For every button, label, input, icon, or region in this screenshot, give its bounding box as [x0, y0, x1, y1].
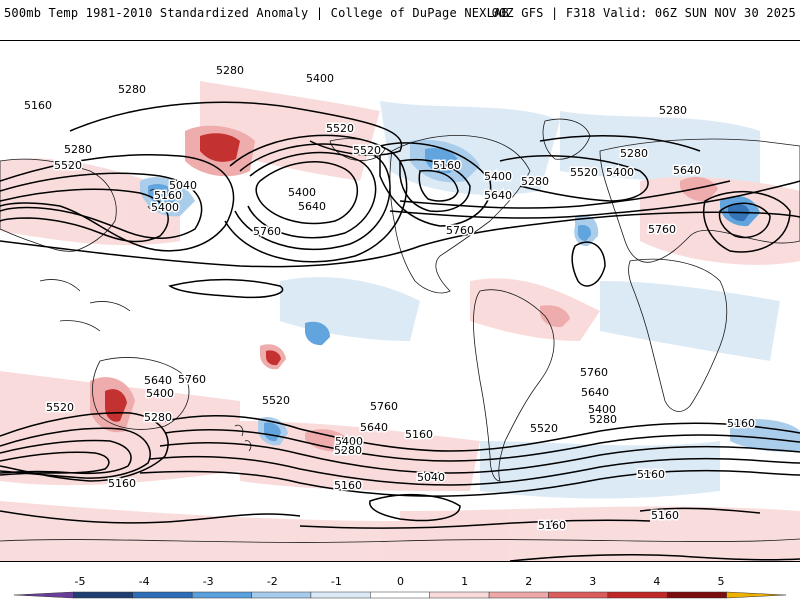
contour-label: 5160 [108, 477, 136, 490]
contour-label: 5760 [446, 224, 474, 237]
colorbar-legend: -5 -4 -3 -2 -1 0 1 2 3 4 5 [13, 575, 787, 599]
colorbar-tick-label: 5 [718, 575, 725, 588]
colorbar-segment [13, 591, 74, 599]
contour-label: 5160 [637, 468, 665, 481]
colorbar-tick-label: -3 [203, 575, 214, 588]
contour-label: 5760 [178, 373, 206, 386]
contour-label: 5160 [651, 509, 679, 522]
contour-label: 5760 [446, 224, 474, 237]
contour-label: 5640 [360, 421, 388, 434]
contour-label: 5520 [353, 144, 381, 157]
colorbar-segment [488, 591, 549, 599]
contour-label: 5280 [521, 175, 549, 188]
colorbar-segment [251, 591, 312, 599]
map-title: 500mb Temp 1981-2010 Standardized Anomal… [4, 6, 509, 20]
contour-label: 5280 [118, 83, 146, 96]
contour-label: 5400 [306, 72, 334, 85]
colorbar-segment [370, 591, 430, 599]
contour-label: 5160 [154, 189, 182, 202]
contour-label: 5760 [580, 366, 608, 379]
colorbar-tick-label: -2 [267, 575, 278, 588]
contour-label: 5640 [673, 164, 701, 177]
contour-labels: 5280540052805160552052805520504051605400… [23, 63, 757, 534]
contour-label: 5760 [648, 223, 676, 236]
colorbar-tick-label: 4 [653, 575, 660, 588]
colorbar-tick-label: 3 [589, 575, 596, 588]
contour-label: 5640 [581, 386, 609, 399]
contour-label: 5640 [484, 189, 512, 202]
contour-label: 5400 [335, 435, 363, 448]
colorbar-segment [726, 591, 787, 599]
contour-label: 5040 [417, 471, 445, 484]
colorbar-tick-label: 0 [397, 575, 404, 588]
contour-label: 5280 [589, 413, 617, 426]
colorbar-segment [666, 591, 727, 599]
contour-label: 5520 [54, 159, 82, 172]
contour-label: 5280 [620, 147, 648, 160]
contour-label: 5280 [659, 104, 687, 117]
colorbar-tick-label: 1 [461, 575, 468, 588]
contour-label: 5400 [288, 186, 316, 199]
contour-label: 5400 [484, 170, 512, 183]
colorbar-segment [429, 591, 490, 599]
contour-label: 5520 [326, 122, 354, 135]
coastlines [0, 118, 800, 543]
contour-label: 5640 [298, 200, 326, 213]
contour-label: 5520 [530, 422, 558, 435]
contour-label: 5160 [538, 519, 566, 532]
contour-label: 5760 [370, 400, 398, 413]
colorbar-tick-label: -4 [139, 575, 150, 588]
colorbar-segment [73, 591, 134, 599]
colorbar-segment [548, 591, 609, 599]
model-run-info: 00Z GFS | F318 Valid: 06Z SUN NOV 30 202… [491, 6, 796, 20]
contour-label: 5520 [262, 394, 290, 407]
colorbar-tick-label: 2 [525, 575, 532, 588]
contour-label: 5400 [151, 201, 179, 214]
colorbar-segment [310, 591, 371, 599]
colorbar-segment [132, 591, 193, 599]
contour-label: 5280 [144, 411, 172, 424]
contour-label: 5760 [253, 225, 281, 238]
contour-label: 5520 [46, 401, 74, 414]
height-contours [0, 101, 800, 561]
contour-label: 5160 [727, 417, 755, 430]
contour-label: 5400 [146, 387, 174, 400]
contour-label: 5400 [606, 166, 634, 179]
colorbar-segment [191, 591, 252, 599]
contour-label: 5160 [24, 99, 52, 112]
colorbar-tick-label: -5 [75, 575, 86, 588]
contour-label: 5160 [433, 159, 461, 172]
contour-label: 5280 [64, 143, 92, 156]
contour-label: 5400 [588, 403, 616, 416]
anomaly-map: 5280540052805160552052805520504051605400… [0, 40, 800, 562]
contour-label: 5520 [570, 166, 598, 179]
contour-label: 5160 [334, 479, 362, 492]
contour-label: 5280 [334, 444, 362, 457]
contour-label: 5160 [405, 428, 433, 441]
colorbar-tick-label: -1 [331, 575, 342, 588]
contour-label: 5280 [216, 64, 244, 77]
contour-label: 5640 [144, 374, 172, 387]
colorbar-segment [607, 591, 668, 599]
contour-label: 5040 [169, 179, 197, 192]
